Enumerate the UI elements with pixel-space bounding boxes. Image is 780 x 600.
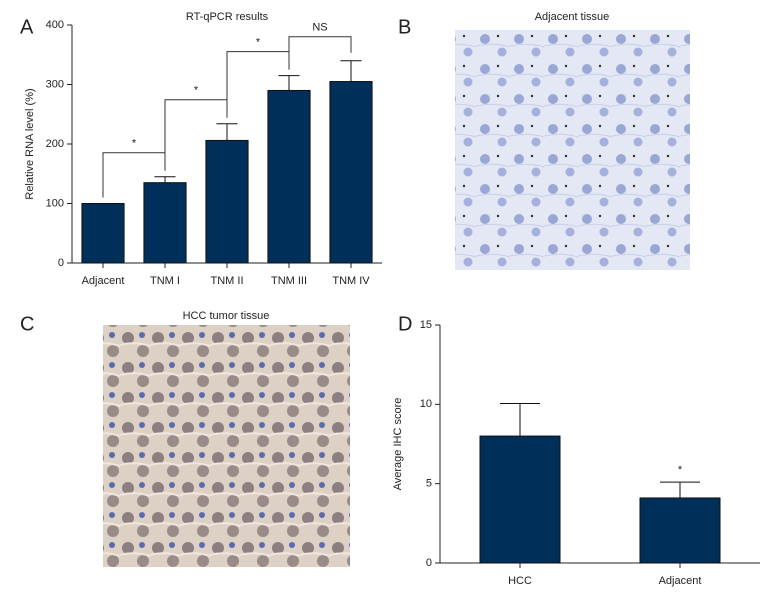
y-tick-label: 300	[46, 78, 64, 90]
ihc-image-adjacent	[455, 30, 690, 270]
y-tick-label: 15	[420, 319, 432, 331]
panel-label: B	[398, 16, 411, 38]
bar	[639, 497, 721, 564]
panel-label: D	[398, 313, 412, 335]
significance-label: *	[132, 138, 137, 150]
x-tick-label: TNM II	[211, 275, 244, 287]
error-bar	[660, 481, 700, 498]
y-tick-label: 200	[46, 138, 64, 150]
error-bar	[340, 60, 362, 82]
x-tick-label: Adjacent	[659, 575, 702, 587]
bar	[479, 435, 561, 564]
y-axis-label: Relative RNA level (%)	[24, 88, 36, 199]
x-tick-label: HCC	[508, 575, 532, 587]
y-axis-label: Average IHC score	[392, 398, 404, 491]
error-bar	[500, 403, 540, 437]
y-tick-label: 100	[46, 197, 64, 209]
panel-label: A	[20, 16, 34, 38]
bar	[205, 139, 249, 264]
bar	[329, 81, 373, 264]
image-title: HCC tumor tissue	[183, 310, 270, 322]
image-title: Adjacent tissue	[535, 11, 610, 23]
bar	[81, 203, 125, 264]
x-tick-label: TNM I	[150, 275, 180, 287]
significance-bracket	[288, 36, 352, 70]
x-tick-label: Adjacent	[82, 275, 125, 287]
y-tick-label: 10	[420, 398, 432, 410]
bar	[267, 89, 311, 264]
error-bar	[216, 123, 238, 141]
significance-label: *	[678, 464, 683, 476]
x-tick-label: TNM III	[271, 275, 307, 287]
chart-title: RT-qPCR results	[186, 11, 269, 23]
significance-label: NS	[312, 22, 327, 34]
significance-label: *	[256, 36, 261, 48]
y-tick-label: 5	[426, 478, 432, 490]
error-bar	[154, 176, 176, 183]
y-tick-label: 0	[426, 557, 432, 569]
y-tick-label: 400	[46, 19, 64, 31]
ihc-image-tumor	[103, 325, 350, 567]
panel-label: C	[20, 313, 34, 335]
x-tick-label: TNM IV	[332, 275, 370, 287]
error-bar	[278, 75, 300, 91]
significance-label: *	[194, 85, 199, 97]
y-tick-label: 0	[58, 257, 64, 269]
bar	[143, 182, 187, 264]
